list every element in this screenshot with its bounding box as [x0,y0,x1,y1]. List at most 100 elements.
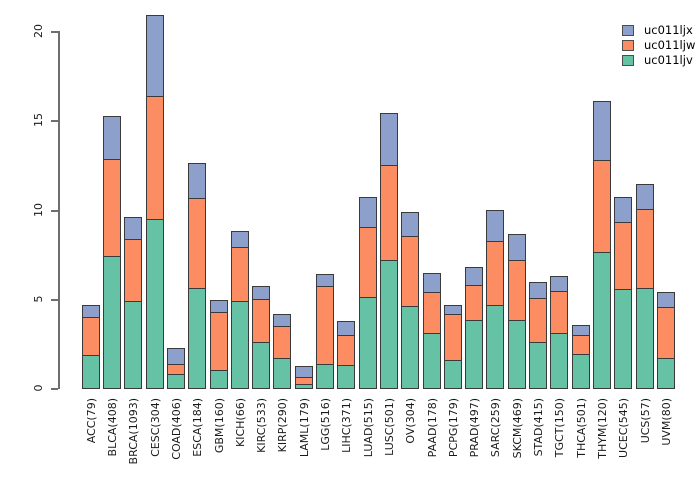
y-tick-label: 5 [32,295,45,303]
segment-uc011ljx-CESC(304) [147,16,163,96]
segment-uc011ljx-THYM(120) [594,102,610,160]
segment-uc011ljv-BLCA(408) [104,256,120,388]
x-axis-label: PRAD(497) [467,398,481,458]
segment-uc011ljx-LAML(179) [296,367,312,377]
segment-uc011ljw-PRAD(497) [466,285,482,320]
segment-uc011ljx-GBM(160) [211,301,227,312]
legend-label-uc011ljx: uc011ljx [644,23,693,37]
segment-uc011ljw-ACC(79) [83,317,99,355]
segment-uc011ljw-TGCT(150) [551,291,567,333]
segment-uc011ljv-KICH(66) [232,301,248,388]
segment-uc011ljv-KIRC(533) [253,342,269,388]
bar-BLCA(408) [103,116,121,389]
segment-uc011ljv-TGCT(150) [551,333,567,388]
x-axis-label: UCS(57) [638,398,652,444]
bar-OV(304) [401,212,419,389]
y-tick [51,388,58,390]
x-axis-label: SARC(259) [488,398,502,458]
segment-uc011ljv-OV(304) [402,306,418,388]
y-tick-label: 0 [32,384,45,392]
segment-uc011ljv-LGG(516) [317,364,333,388]
bar-STAD(415) [529,282,547,389]
segment-uc011ljw-THYM(120) [594,160,610,252]
legend: uc011ljx uc011ljw uc011ljv [622,23,696,70]
x-axis-label: STAD(415) [531,398,545,457]
y-tick [51,120,58,122]
segment-uc011ljw-BLCA(408) [104,159,120,256]
bar-UVM(80) [657,292,675,389]
segment-uc011ljv-UCS(57) [637,288,653,388]
segment-uc011ljx-ACC(79) [83,306,99,317]
segment-uc011ljx-SARC(259) [487,211,503,241]
bar-KIRC(533) [252,286,270,389]
segment-uc011ljv-THYM(120) [594,252,610,388]
bar-SARC(259) [486,210,504,389]
segment-uc011ljw-PAAD(178) [424,292,440,333]
segment-uc011ljx-BRCA(1093) [125,218,141,239]
x-axis-label: SKCM(469) [510,398,524,459]
segment-uc011ljv-THCA(501) [573,354,589,388]
segment-uc011ljv-CESC(304) [147,219,163,388]
x-axis-label: KIRP(290) [275,398,289,453]
x-axis-label: TGCT(150) [552,398,566,458]
segment-uc011ljx-LGG(516) [317,275,333,286]
legend-label-uc011ljw: uc011ljw [644,38,696,52]
y-tick [51,210,58,212]
segment-uc011ljw-LUSC(501) [381,165,397,260]
segment-uc011ljv-ACC(79) [83,355,99,388]
segment-uc011ljw-THCA(501) [573,335,589,354]
x-axis-label: BLCA(408) [105,398,119,457]
segment-uc011ljx-STAD(415) [530,283,546,298]
x-axis-label: OV(304) [403,398,417,444]
y-tick-label: 10 [32,203,45,217]
segment-uc011ljw-KIRP(290) [274,326,290,358]
legend-swatch-uc011ljx [622,25,634,36]
segment-uc011ljw-SARC(259) [487,241,503,305]
segment-uc011ljw-OV(304) [402,236,418,306]
segment-uc011ljw-UCS(57) [637,209,653,288]
bar-LUAD(515) [359,197,377,389]
segment-uc011ljw-COAD(406) [168,364,184,374]
segment-uc011ljw-STAD(415) [530,298,546,342]
x-axis-label: KIRC(533) [254,398,268,453]
segment-uc011ljw-PCPG(179) [445,314,461,360]
segment-uc011ljv-COAD(406) [168,374,184,388]
segment-uc011ljx-OV(304) [402,213,418,236]
x-axis-label: LGG(516) [318,398,332,451]
y-tick-label: 20 [32,24,45,38]
bar-PCPG(179) [444,305,462,389]
segment-uc011ljv-LUSC(501) [381,260,397,388]
segment-uc011ljv-LAML(179) [296,384,312,388]
legend-swatch-uc011ljv [622,55,634,66]
segment-uc011ljx-SKCM(469) [509,235,525,260]
y-tick-label: 15 [32,113,45,127]
segment-uc011ljw-LIHC(371) [338,335,354,365]
segment-uc011ljx-PAAD(178) [424,274,440,292]
segment-uc011ljw-LUAD(515) [360,227,376,297]
segment-uc011ljx-KIRP(290) [274,315,290,326]
segment-uc011ljx-UCS(57) [637,185,653,209]
segment-uc011ljx-UCEC(545) [615,198,631,222]
segment-uc011ljw-SKCM(469) [509,260,525,320]
bar-LIHC(371) [337,321,355,389]
segment-uc011ljx-COAD(406) [168,349,184,364]
segment-uc011ljv-LUAD(515) [360,297,376,388]
segment-uc011ljw-KIRC(533) [253,299,269,342]
bar-KIRP(290) [273,314,291,389]
legend-swatch-uc011ljw [622,40,634,51]
x-axis-label: LUAD(515) [361,398,375,458]
bar-LGG(516) [316,274,334,389]
x-axis-label: THCA(501) [574,398,588,458]
x-axis-label: LIHC(371) [339,398,353,453]
segment-uc011ljv-GBM(160) [211,370,227,388]
segment-uc011ljw-BRCA(1093) [125,239,141,301]
segment-uc011ljv-BRCA(1093) [125,301,141,388]
segment-uc011ljx-ESCA(184) [189,164,205,198]
segment-uc011ljw-ESCA(184) [189,198,205,288]
x-axis-label: UVM(80) [659,398,673,446]
bar-ACC(79) [82,305,100,389]
segment-uc011ljx-KICH(66) [232,232,248,247]
legend-label-uc011ljv: uc011ljv [644,53,693,67]
segment-uc011ljw-UVM(80) [658,307,674,358]
